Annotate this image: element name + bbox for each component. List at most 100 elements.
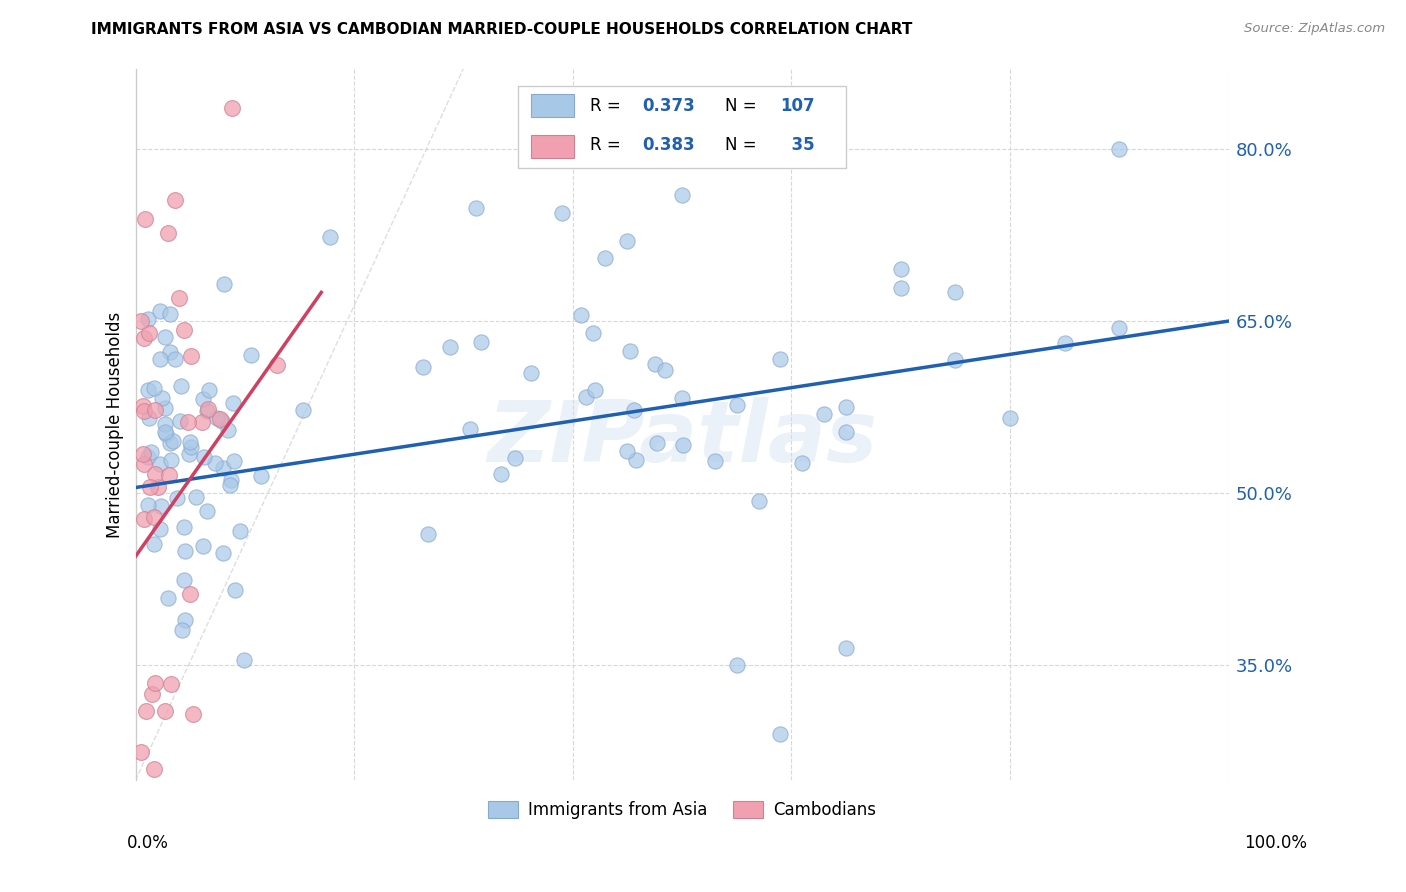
Cambodians bbox=[134, 212, 156, 227]
Immigrants from Asia bbox=[725, 398, 748, 412]
Immigrants from Asia bbox=[835, 400, 858, 414]
Immigrants from Asia bbox=[890, 281, 912, 295]
Immigrants from Asia bbox=[1053, 336, 1076, 351]
Immigrants from Asia bbox=[626, 453, 648, 467]
Immigrants from Asia bbox=[503, 450, 526, 465]
Immigrants from Asia bbox=[616, 234, 638, 248]
Immigrants from Asia bbox=[835, 641, 858, 656]
Immigrants from Asia bbox=[173, 520, 195, 534]
Immigrants from Asia bbox=[623, 403, 645, 417]
Immigrants from Asia bbox=[160, 453, 183, 467]
Immigrants from Asia bbox=[239, 348, 262, 362]
Cambodians bbox=[179, 586, 201, 600]
Immigrants from Asia bbox=[153, 417, 176, 431]
Immigrants from Asia bbox=[212, 460, 235, 475]
Cambodians bbox=[132, 404, 155, 418]
Immigrants from Asia bbox=[813, 407, 835, 421]
Immigrants from Asia bbox=[769, 351, 792, 366]
Immigrants from Asia bbox=[292, 403, 315, 417]
Immigrants from Asia bbox=[211, 546, 233, 560]
Immigrants from Asia bbox=[155, 330, 177, 344]
Immigrants from Asia bbox=[232, 653, 254, 667]
Immigrants from Asia bbox=[644, 357, 666, 371]
Immigrants from Asia bbox=[222, 454, 245, 468]
Immigrants from Asia bbox=[193, 392, 215, 406]
Immigrants from Asia bbox=[191, 539, 214, 553]
Immigrants from Asia bbox=[136, 450, 159, 464]
Cambodians bbox=[163, 194, 186, 208]
Immigrants from Asia bbox=[193, 450, 215, 464]
Immigrants from Asia bbox=[207, 410, 229, 425]
Immigrants from Asia bbox=[184, 491, 207, 505]
Y-axis label: Married-couple Households: Married-couple Households bbox=[107, 311, 124, 538]
Text: 0.0%: 0.0% bbox=[127, 834, 169, 852]
Immigrants from Asia bbox=[671, 391, 693, 405]
Immigrants from Asia bbox=[177, 447, 200, 461]
Immigrants from Asia bbox=[224, 582, 246, 597]
Immigrants from Asia bbox=[195, 503, 218, 517]
Immigrants from Asia bbox=[222, 395, 245, 409]
Immigrants from Asia bbox=[943, 353, 966, 368]
Immigrants from Asia bbox=[998, 411, 1021, 425]
Immigrants from Asia bbox=[149, 499, 172, 513]
Immigrants from Asia bbox=[173, 573, 195, 587]
Immigrants from Asia bbox=[169, 414, 191, 428]
Immigrants from Asia bbox=[792, 456, 814, 470]
Immigrants from Asia bbox=[163, 352, 186, 367]
Immigrants from Asia bbox=[166, 491, 188, 505]
Legend: Immigrants from Asia, Cambodians: Immigrants from Asia, Cambodians bbox=[482, 794, 883, 825]
Immigrants from Asia bbox=[195, 404, 218, 418]
Immigrants from Asia bbox=[569, 308, 592, 322]
Cambodians bbox=[129, 745, 152, 759]
Cambodians bbox=[156, 226, 179, 240]
Immigrants from Asia bbox=[180, 440, 202, 454]
Cambodians bbox=[153, 705, 176, 719]
Immigrants from Asia bbox=[412, 359, 434, 374]
Immigrants from Asia bbox=[943, 285, 966, 300]
Immigrants from Asia bbox=[170, 624, 193, 638]
Immigrants from Asia bbox=[174, 543, 197, 558]
Cambodians bbox=[197, 402, 219, 417]
Immigrants from Asia bbox=[212, 277, 235, 292]
Cambodians bbox=[180, 349, 202, 363]
Immigrants from Asia bbox=[136, 312, 159, 326]
Immigrants from Asia bbox=[204, 456, 226, 470]
Immigrants from Asia bbox=[149, 458, 172, 472]
Immigrants from Asia bbox=[229, 524, 252, 539]
Immigrants from Asia bbox=[619, 343, 641, 358]
Immigrants from Asia bbox=[157, 591, 180, 606]
Immigrants from Asia bbox=[174, 613, 197, 627]
Immigrants from Asia bbox=[170, 379, 193, 393]
Immigrants from Asia bbox=[671, 438, 693, 452]
Cambodians bbox=[167, 291, 190, 305]
Immigrants from Asia bbox=[583, 383, 606, 397]
Immigrants from Asia bbox=[319, 230, 342, 244]
Immigrants from Asia bbox=[211, 414, 233, 428]
Immigrants from Asia bbox=[703, 454, 725, 468]
Immigrants from Asia bbox=[198, 383, 221, 397]
Cambodians bbox=[141, 687, 163, 701]
Immigrants from Asia bbox=[647, 436, 669, 450]
Cambodians bbox=[132, 512, 155, 526]
Cambodians bbox=[143, 510, 166, 524]
Immigrants from Asia bbox=[149, 303, 172, 318]
Immigrants from Asia bbox=[217, 423, 239, 437]
Immigrants from Asia bbox=[153, 425, 176, 440]
Immigrants from Asia bbox=[465, 202, 488, 216]
Cambodians bbox=[129, 314, 152, 328]
Immigrants from Asia bbox=[725, 658, 748, 673]
Immigrants from Asia bbox=[249, 469, 271, 483]
Immigrants from Asia bbox=[136, 499, 159, 513]
Cambodians bbox=[143, 675, 166, 690]
Immigrants from Asia bbox=[747, 494, 769, 508]
Cambodians bbox=[143, 467, 166, 481]
Cambodians bbox=[143, 403, 166, 417]
Immigrants from Asia bbox=[489, 467, 512, 482]
Text: ZIPatlas: ZIPatlas bbox=[486, 397, 877, 480]
Text: IMMIGRANTS FROM ASIA VS CAMBODIAN MARRIED-COUPLE HOUSEHOLDS CORRELATION CHART: IMMIGRANTS FROM ASIA VS CAMBODIAN MARRIE… bbox=[91, 22, 912, 37]
Immigrants from Asia bbox=[219, 478, 242, 492]
Immigrants from Asia bbox=[141, 444, 163, 458]
Cambodians bbox=[139, 480, 162, 494]
Immigrants from Asia bbox=[142, 536, 165, 550]
Cambodians bbox=[134, 331, 156, 345]
